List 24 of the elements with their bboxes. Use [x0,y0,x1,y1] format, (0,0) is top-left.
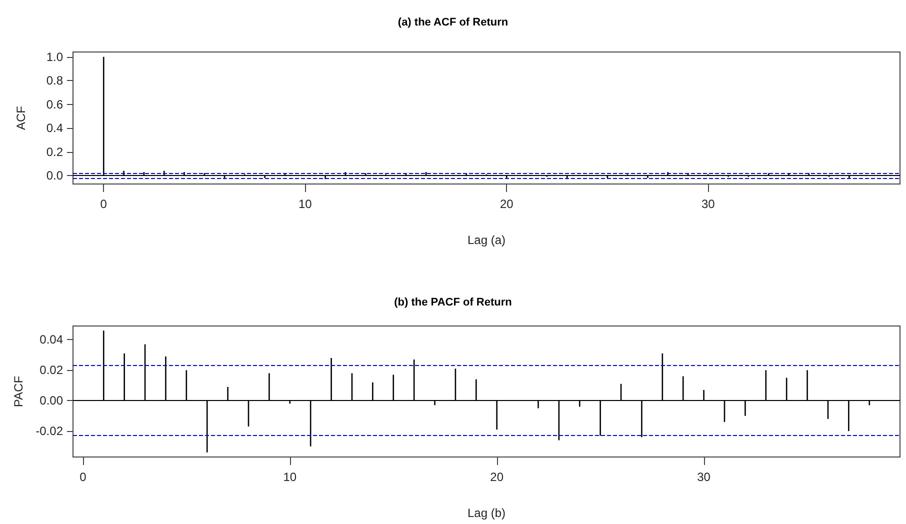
y-tick-label: 0.8 [46,74,64,88]
y-tick-label: 0.2 [46,144,64,159]
x-tick-label: 30 [697,470,711,484]
y-tick-label: 0.6 [46,97,64,112]
x-axis-title: Lag (b) [467,506,506,520]
y-tick-label: -0.02 [36,424,64,438]
x-tick-label: 20 [500,197,514,211]
x-tick-label: 0 [100,197,108,211]
x-axis-title: Lag (a) [467,233,506,247]
y-tick-label: 0.00 [40,394,64,408]
y-tick-label: 0.04 [40,332,64,347]
x-tick-label: 30 [701,197,716,211]
y-tick-label: 0.4 [46,121,64,136]
chart-title: (a) the ACF of Return [398,16,508,28]
x-tick-label: 20 [490,470,504,484]
y-axis-title: PACF [12,376,26,408]
y-tick-label: 1.0 [46,50,64,64]
chart-title: (b) the PACF of Return [394,296,512,308]
x-tick-label: 10 [298,197,312,211]
x-tick-label: 0 [80,470,87,484]
y-tick-label: 0.02 [40,363,64,378]
x-tick-label: 10 [283,470,297,484]
y-tick-label: 0.0 [46,168,64,183]
y-axis-title: ACF [14,106,28,130]
